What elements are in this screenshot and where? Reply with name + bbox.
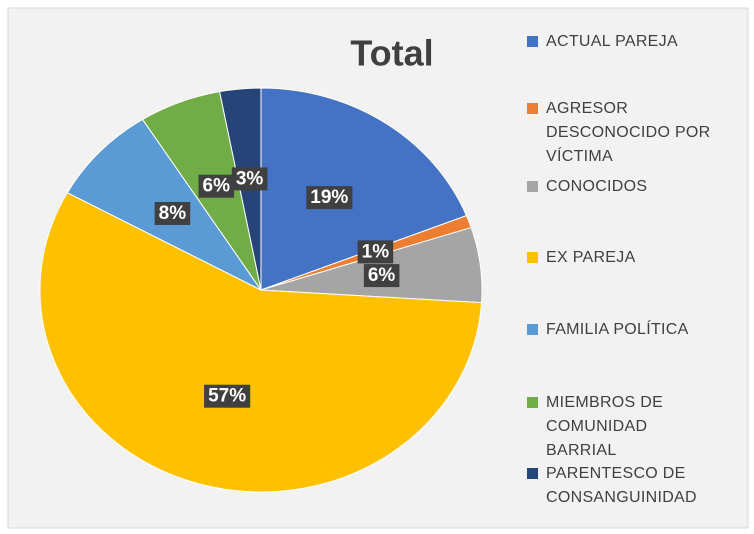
legend-label: ACTUAL PAREJA [546, 33, 678, 50]
data-label: 6% [203, 176, 231, 197]
data-label-box [306, 186, 353, 210]
legend-swatch [527, 468, 538, 479]
pie-slice [260, 87, 468, 291]
legend-swatch [527, 397, 538, 408]
chart-title: Total [350, 33, 433, 74]
data-label-box [357, 240, 394, 264]
legend-item: EX PAREJA [527, 246, 717, 270]
data-label-box [154, 201, 191, 225]
data-label: 1% [362, 241, 390, 262]
legend-label: FAMILIA POLÍTICA [546, 321, 689, 338]
legend-item: CONOCIDOS [527, 175, 717, 199]
legend-label: EX PAREJA [546, 249, 636, 266]
data-label-box [198, 174, 235, 198]
legend-label: AGRESOR DESCONOCIDO POR VÍCTIMA [546, 100, 711, 165]
data-label-box [363, 264, 400, 288]
legend-swatch [527, 36, 538, 47]
data-label: 3% [236, 168, 264, 189]
legend-swatch [527, 252, 538, 263]
data-label: 19% [310, 187, 348, 208]
data-label-box [204, 384, 251, 408]
legend-item: MIEMBROS DE COMUNIDAD BARRIAL [527, 391, 717, 463]
data-label: 57% [208, 386, 246, 407]
legend-label: PARENTESCO DE CONSANGUINIDAD [546, 465, 697, 506]
legend-swatch [527, 103, 538, 114]
legend-swatch [527, 324, 538, 335]
legend-swatch [527, 181, 538, 192]
data-label-box [231, 167, 268, 191]
legend-item: PARENTESCO DE CONSANGUINIDAD [527, 462, 717, 510]
legend-label: CONOCIDOS [546, 178, 648, 195]
legend-item: ACTUAL PAREJA [527, 30, 717, 54]
legend-item: FAMILIA POLÍTICA [527, 318, 717, 342]
legend-item: AGRESOR DESCONOCIDO POR VÍCTIMA [527, 97, 717, 169]
data-label: 6% [368, 265, 396, 286]
pie-slice [39, 192, 483, 493]
data-label: 8% [159, 203, 187, 224]
legend-label: MIEMBROS DE COMUNIDAD BARRIAL [546, 394, 664, 459]
